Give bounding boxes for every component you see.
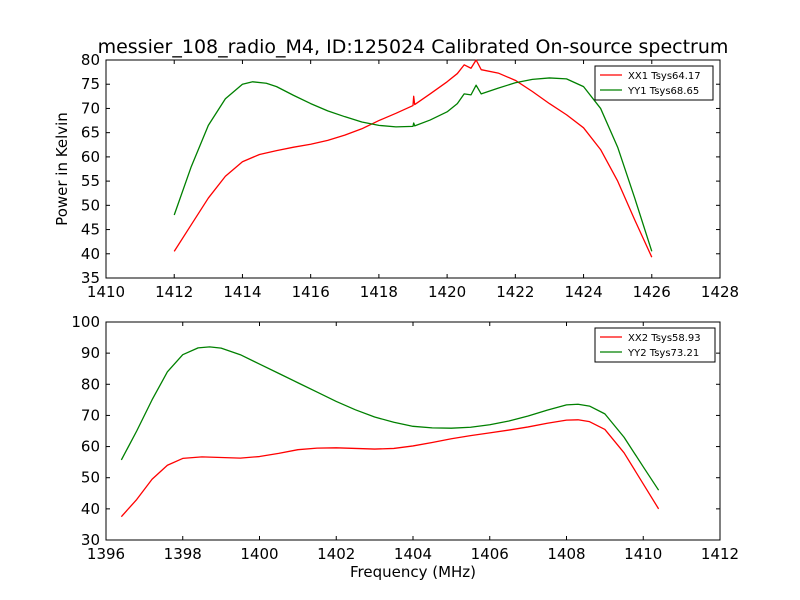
x-tick-label: 1416	[292, 283, 330, 301]
y-tick-label: 70	[81, 406, 100, 424]
y-tick-label: 80	[81, 51, 100, 69]
series-line-xx2	[120, 419, 660, 518]
x-tick-label: 1420	[428, 283, 466, 301]
x-tick-label: 1422	[496, 283, 534, 301]
series-line-yy2	[120, 346, 660, 491]
y-tick-label: 75	[81, 75, 100, 93]
y-axis-label: Power in Kelvin	[53, 112, 71, 226]
y-tick-label: 60	[81, 148, 100, 166]
y-tick-label: 40	[81, 245, 100, 263]
legend-box	[594, 65, 714, 101]
y-tick-label: 55	[81, 172, 100, 190]
series-line-yy1	[173, 77, 653, 252]
y-tick-label: 40	[81, 500, 100, 518]
x-tick-label: 1412	[701, 545, 739, 563]
legend-box	[594, 327, 716, 363]
x-tick-label: 1410	[624, 545, 662, 563]
legend-label: YY1 Tsys68.65	[627, 86, 699, 97]
y-tick-label: 35	[81, 269, 100, 287]
legend-label: XX1 Tsys64.17	[628, 71, 701, 82]
x-tick-label: 1398	[164, 545, 202, 563]
y-tick-label: 80	[81, 375, 100, 393]
y-tick-label: 45	[81, 221, 100, 239]
y-tick-label: 90	[81, 344, 100, 362]
x-tick-label: 1428	[701, 283, 739, 301]
legend: XX1 Tsys64.17 YY1 Tsys68.65	[594, 65, 714, 101]
legend-label: YY2 Tsys73.21	[627, 348, 699, 359]
y-tick-label: 65	[81, 124, 100, 142]
y-tick-label: 50	[81, 469, 100, 487]
y-tick-label: 70	[81, 99, 100, 117]
x-tick-label: 1412	[155, 283, 193, 301]
y-tick-label: 30	[81, 531, 100, 549]
top-spectrum-panel: 1410 1412 1414 1416 1418 1420 1422 1424 1426 1428…	[53, 36, 739, 301]
chart-title: messier_108_radio_M4, ID:125024 Calibrat…	[98, 36, 729, 58]
x-tick-label: 1424	[564, 283, 602, 301]
legend: XX2 Tsys58.93 YY2 Tsys73.21	[594, 327, 716, 363]
x-tick-label: 1414	[223, 283, 261, 301]
x-tick-label: 1418	[360, 283, 398, 301]
x-axis-label: Frequency (MHz)	[350, 563, 476, 581]
x-tick-label: 1410	[87, 283, 125, 301]
y-tick-label: 60	[81, 438, 100, 456]
y-tick-label: 100	[71, 313, 100, 331]
axes-frame	[105, 59, 721, 279]
x-tick-label: 1408	[547, 545, 585, 563]
bottom-spectrum-panel: 1396 1398 1400 1402 1404 1406 1408 1410 1412 30 40…	[71, 313, 739, 581]
y-tick-label: 50	[81, 196, 100, 214]
x-tick-label: 1400	[240, 545, 278, 563]
legend-label: XX2 Tsys58.93	[628, 333, 701, 344]
x-tick-label: 1396	[87, 545, 125, 563]
x-tick-label: 1404	[394, 545, 432, 563]
series-line-xx1	[173, 59, 653, 258]
x-tick-label: 1406	[471, 545, 509, 563]
x-tick-label: 1426	[633, 283, 671, 301]
x-tick-label: 1402	[317, 545, 355, 563]
